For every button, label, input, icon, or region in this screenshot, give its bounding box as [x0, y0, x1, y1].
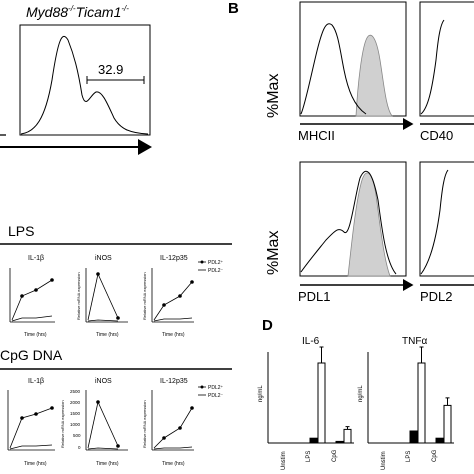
isotype-fill	[355, 34, 393, 117]
svg-text:2000: 2000	[70, 400, 81, 405]
panel-d-letter: D	[262, 317, 273, 334]
panel-c: LPS IL-1β iNOS IL-12p35 Time (hrs) Relat…	[0, 223, 232, 467]
svg-text:Relative mRNA expression: Relative mRNA expression	[76, 272, 81, 320]
panel-a: Myd88-/-Ticam1-/- 32.9	[0, 4, 152, 155]
xlabel-mhcii: MHCII	[298, 128, 335, 143]
svg-text:Unstim: Unstim	[381, 451, 387, 470]
lps-title-il1b: IL-1β	[28, 255, 44, 262]
ylabel-max-top: %Max	[265, 74, 282, 118]
pdl1-curve	[300, 170, 397, 275]
chart-title-il6: IL-6	[302, 336, 320, 347]
category-labels: Unstim LPS CpG Unstim LPS CpG	[281, 449, 438, 470]
bar-il6-cpg-pdl2-neg	[343, 428, 352, 444]
cpg-label: CpG DNA	[0, 347, 63, 363]
svg-text:2500: 2500	[70, 389, 81, 394]
lps-legend: PDL2⁺ PDL2⁻	[198, 260, 224, 274]
bar-il6-lps-pdl2-neg	[317, 362, 326, 444]
svg-text:Time (hrs): Time (hrs)	[162, 332, 185, 338]
cd40-plot	[419, 1, 474, 117]
svg-text:IL-1β: IL-1β	[28, 378, 44, 385]
svg-text:1000: 1000	[70, 422, 81, 427]
panel-d: D IL-6 TNFα ng/mL ng/mL Unstim LPS CpG U…	[258, 317, 454, 470]
svg-text:PDL2⁺: PDL2⁺	[208, 385, 224, 391]
svg-text:1500: 1500	[70, 411, 81, 416]
bar-il6-lps-pdl2-pos	[309, 437, 318, 444]
lps-label: LPS	[8, 223, 34, 239]
panel-b-letter: B	[228, 0, 239, 17]
genotype-label: Myd88-/-Ticam1-/-	[26, 4, 129, 20]
bar-tnf-lps-pdl2-pos	[409, 430, 418, 444]
bar-tnf-cpg-pdl2-pos	[435, 437, 444, 444]
svg-text:Time (hrs): Time (hrs)	[162, 461, 185, 467]
svg-text:ng/mL: ng/mL	[358, 385, 364, 402]
ylabel-max-bottom: %Max	[265, 231, 282, 275]
svg-text:PDL2⁻: PDL2⁻	[208, 268, 224, 274]
histogram-curve	[20, 35, 149, 135]
svg-text:PDL2⁺: PDL2⁺	[208, 260, 224, 266]
mhcii-plot	[299, 1, 407, 117]
pdl2-plot	[419, 161, 474, 277]
svg-text:500: 500	[73, 433, 81, 438]
chart-title-tnfa: TNFα	[402, 336, 427, 347]
svg-text:CpG: CpG	[332, 449, 338, 462]
bar-il6-cpg-pdl2-pos	[335, 440, 344, 444]
mhcii-curve	[300, 23, 367, 115]
panel-b: B %Max MHCII CD40 %Max PDL1 PDL2	[228, 0, 474, 304]
svg-text:IL-12p35: IL-12p35	[160, 378, 188, 385]
svg-text:LPS: LPS	[306, 451, 312, 462]
histogram-frame	[19, 24, 151, 136]
error-bar	[345, 426, 350, 430]
xlabel-cd40: CD40	[420, 128, 453, 143]
time-label-1: Time (hrs)	[24, 332, 47, 338]
svg-text:Unstim: Unstim	[281, 451, 287, 470]
xlabel-pdl2: PDL2	[420, 289, 453, 304]
svg-text:LPS: LPS	[406, 451, 412, 462]
svg-text:PDL2⁻: PDL2⁻	[208, 393, 224, 399]
svg-text:Relative mRNA expression: Relative mRNA expression	[60, 400, 65, 448]
error-bar	[419, 346, 424, 363]
lps-title-il12: IL-12p35	[160, 255, 188, 262]
svg-text:Time (hrs): Time (hrs)	[96, 332, 119, 338]
cpg-legend: PDL2⁺ PDL2⁻	[198, 385, 224, 399]
error-bar	[445, 397, 450, 406]
bar-tnf-lps-pdl2-neg	[417, 362, 426, 444]
svg-text:Time (hrs): Time (hrs)	[96, 461, 119, 467]
xlabel-pdl1: PDL1	[298, 289, 331, 304]
svg-text:iNOS: iNOS	[95, 378, 112, 385]
svg-text:Relative mRNA expression: Relative mRNA expression	[142, 400, 147, 448]
svg-text:CpG: CpG	[432, 449, 438, 462]
gate-percent: 32.9	[98, 62, 123, 77]
svg-text:ng/mL: ng/mL	[258, 385, 264, 402]
svg-text:Relative mRNA expression: Relative mRNA expression	[142, 272, 147, 320]
lps-title-inos: iNOS	[95, 255, 112, 262]
svg-text:0: 0	[78, 445, 81, 450]
bar-tnf-cpg-pdl2-neg	[443, 404, 452, 444]
cpg-inos-yticks: 2500 2000 1500 1000 500 0	[70, 389, 81, 450]
error-bar	[319, 346, 324, 363]
svg-text:Time (hrs): Time (hrs)	[24, 461, 47, 467]
